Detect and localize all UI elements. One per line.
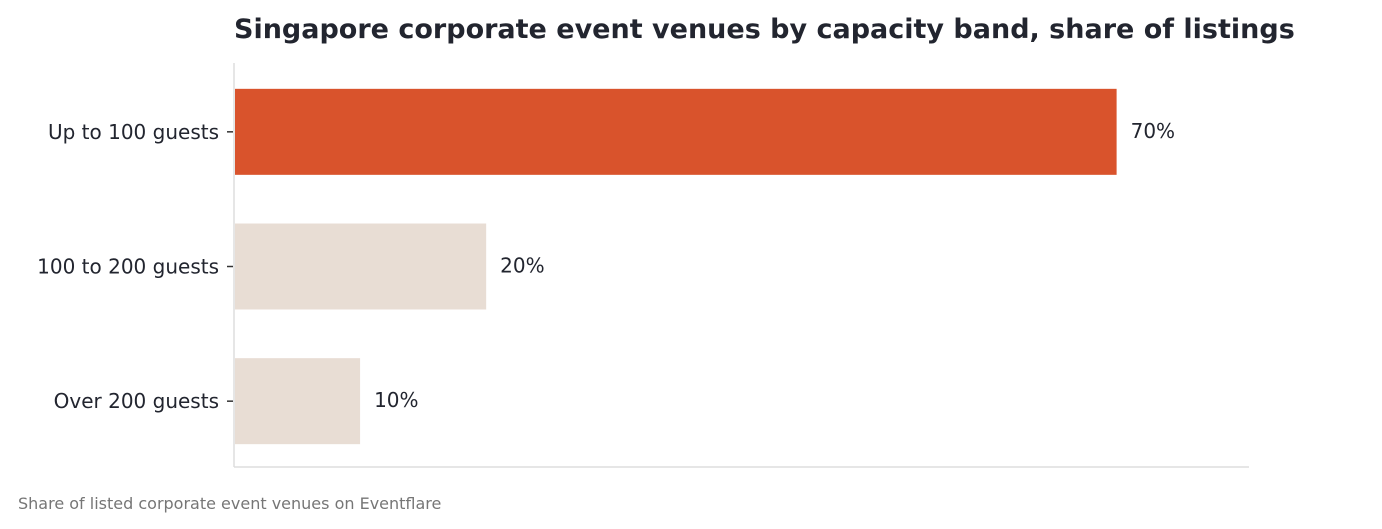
y-axis-tick-labels: Up to 100 guests 100 to 200 guests Over 20… — [37, 120, 219, 413]
y-axis-ticks — [227, 131, 233, 402]
y-tick-label-up-to-100-guests: Up to 100 guests — [48, 120, 219, 144]
bar-over-200-guests — [235, 358, 361, 445]
bar-up-to-100-guests — [235, 88, 1117, 175]
chart-caption: Share of listed corporate event venues o… — [18, 494, 441, 513]
y-tick-label-over-200-guests: Over 200 guests — [54, 389, 219, 413]
bars-group — [235, 88, 1117, 445]
data-label-100-to-200-guests: 20% — [500, 254, 544, 278]
chart-title: Singapore corporate event venues by capa… — [234, 14, 1295, 45]
bar-100-to-200-guests — [235, 223, 487, 310]
data-labels: 70% 20% 10% — [374, 119, 1175, 412]
y-tick-label-100-to-200-guests: 100 to 200 guests — [37, 255, 219, 279]
data-label-up-to-100-guests: 70% — [1131, 119, 1175, 143]
data-label-over-200-guests: 10% — [374, 388, 418, 412]
